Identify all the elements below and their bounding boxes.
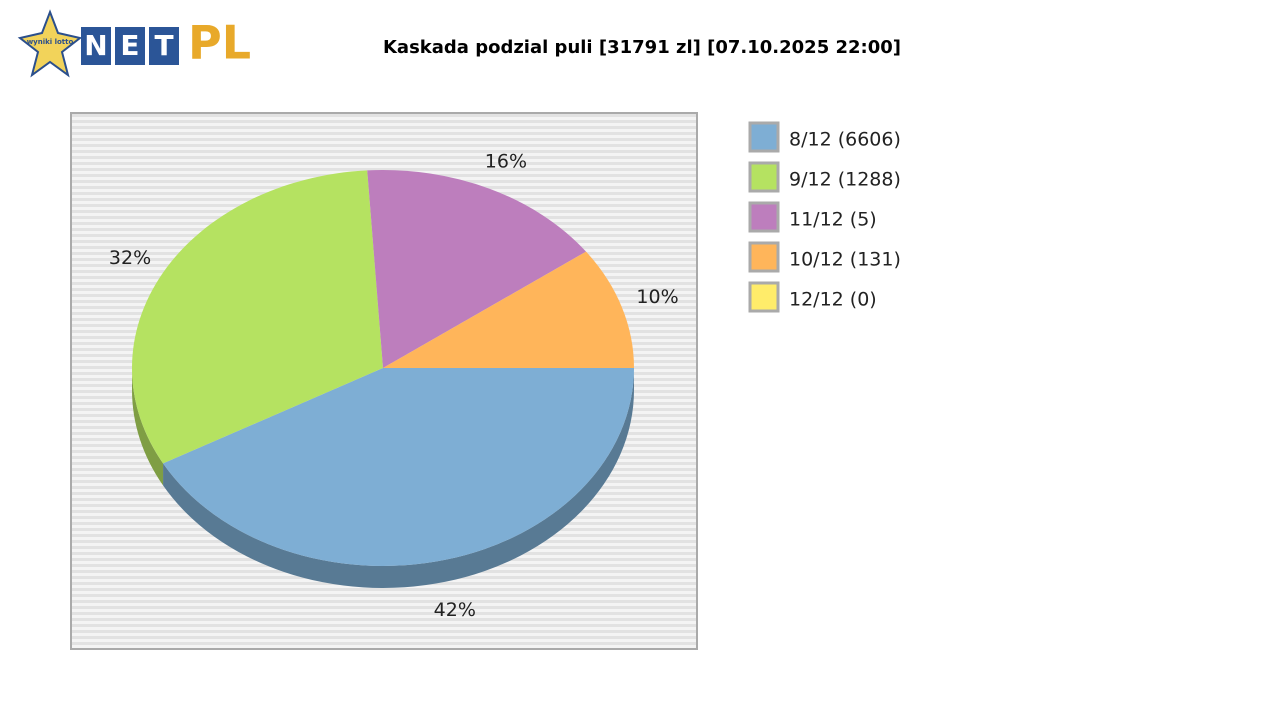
logo-letter: N (84, 29, 107, 62)
chart-title: Kaskada podzial puli [31791 zl] [07.10.2… (383, 37, 901, 58)
logo-badge: wyniki lotto (27, 38, 74, 46)
legend-swatch (748, 281, 780, 313)
slice-side (132, 368, 164, 486)
data-label: 16% (485, 150, 527, 172)
slice (163, 368, 634, 567)
logo-box (81, 27, 111, 65)
legend-label: 8/12 (6606) (789, 129, 901, 151)
legend-label: 12/12 (0) (789, 289, 877, 311)
legend-swatch (748, 161, 780, 193)
logo-letter: E (120, 29, 139, 62)
legend-swatch (748, 201, 780, 233)
legend-swatch (748, 241, 780, 273)
logo: wyniki lotto N E T PL (17, 9, 251, 78)
slice (367, 169, 587, 368)
logo-pl: PL (188, 16, 251, 70)
legend-swatch (748, 121, 780, 153)
legend-label: 9/12 (1288) (789, 169, 901, 191)
legend-label: 10/12 (131) (789, 249, 901, 271)
data-label: 10% (636, 286, 678, 308)
slice (383, 251, 634, 368)
data-label: 32% (109, 247, 151, 269)
data-label: 42% (434, 599, 476, 621)
legend-label: 11/12 (5) (789, 209, 877, 231)
logo-star (17, 9, 83, 78)
slice (131, 170, 383, 464)
logo-box (115, 27, 145, 65)
logo-letter: T (154, 29, 173, 62)
logo-box (149, 27, 179, 65)
